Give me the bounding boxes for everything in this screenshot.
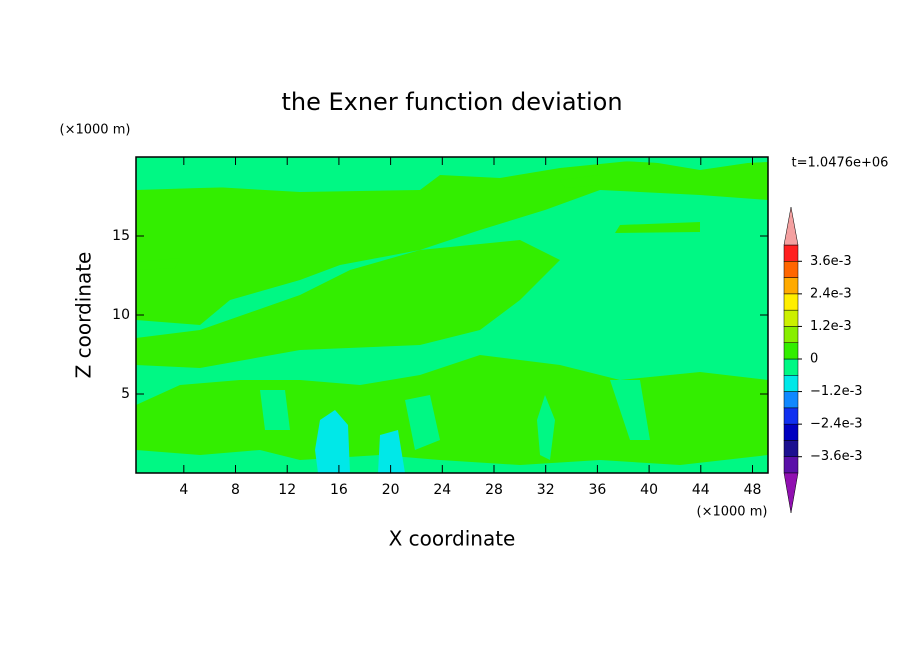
x-tick-label: 48: [744, 482, 762, 498]
colorbar-box: [783, 244, 799, 262]
contour-region: [136, 160, 768, 325]
contour-field: [136, 157, 768, 473]
colorbar-box: [783, 407, 799, 425]
colorbar-tick-label: −1.2e-3: [810, 384, 863, 399]
y-tick-label: 10: [112, 307, 130, 323]
colorbar-under: [783, 472, 799, 514]
x-tick-label: 12: [278, 482, 296, 498]
x-axis-label: X coordinate: [389, 527, 516, 551]
x-tick-label: 24: [433, 482, 451, 498]
x-tick-label: 16: [330, 482, 348, 498]
colorbar-tick-label: 1.2e-3: [810, 319, 852, 334]
colorbar-over: [783, 206, 799, 246]
colorbar-box: [783, 293, 799, 311]
x-tick-label: 20: [382, 482, 400, 498]
contour-region: [260, 380, 650, 460]
contour-region: [136, 157, 768, 190]
colorbar-box: [783, 261, 799, 278]
colorbar-box: [783, 342, 799, 360]
x-tick-label: 36: [588, 482, 606, 498]
contour-region: [136, 240, 560, 368]
contour-region: [136, 450, 768, 473]
time-label: t=1.0476e+06: [792, 156, 889, 171]
colorbar-box: [783, 326, 799, 343]
x-tick-label: 28: [485, 482, 503, 498]
colorbar-tick-label: 3.6e-3: [810, 254, 852, 269]
contour-region: [136, 355, 768, 473]
x-tick-label: 32: [537, 482, 555, 498]
x-tick-label: 44: [692, 482, 710, 498]
colorbar-box: [783, 391, 799, 409]
colorbar-tick-label: 0: [810, 352, 818, 367]
colorbar-box: [783, 375, 799, 392]
y-unit: (×1000 m): [60, 123, 131, 138]
colorbar-box: [783, 309, 799, 327]
contour-region: [315, 410, 405, 473]
x-tick-label: 8: [231, 482, 240, 498]
x-tick-label: 40: [640, 482, 658, 498]
colorbar-box: [783, 277, 799, 295]
colorbar-box: [783, 440, 799, 457]
colorbar-tick-label: −3.6e-3: [810, 449, 863, 464]
colorbar-tick-label: 2.4e-3: [810, 286, 852, 301]
chart-title: the Exner function deviation: [281, 88, 622, 116]
x-tick-label: 4: [179, 482, 188, 498]
y-tick-label: 5: [121, 386, 130, 402]
x-unit: (×1000 m): [697, 505, 768, 520]
y-tick-label: 15: [112, 228, 130, 244]
colorbar-box: [783, 358, 799, 376]
colorbar-tick-label: −2.4e-3: [810, 417, 863, 432]
colorbar-box: [783, 456, 799, 474]
colorbar-box: [783, 423, 799, 441]
y-axis-label: Z coordinate: [72, 252, 96, 379]
